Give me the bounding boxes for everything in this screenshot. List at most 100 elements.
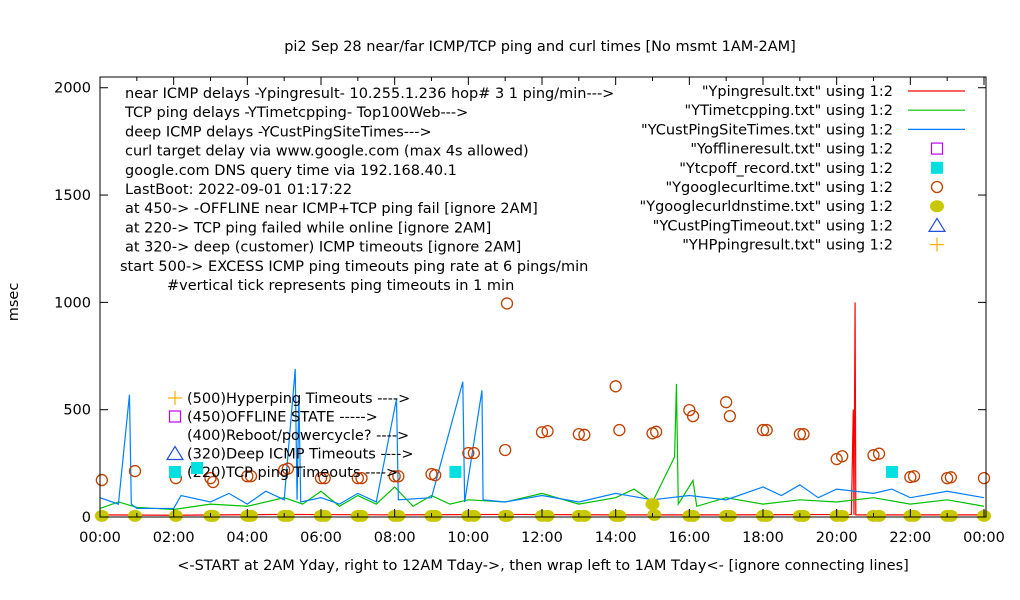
inner-label: (220)TCP ping Timeouts ----> (187, 465, 398, 481)
data-point (392, 470, 405, 483)
y-tick-label: 1500 (54, 188, 91, 204)
y-tick-label: 1000 (54, 295, 91, 311)
data-point (391, 509, 406, 522)
data-point (686, 509, 701, 522)
legend-entry: "Yofflineresult.txt" using 1:2 (690, 142, 893, 158)
data-point (647, 508, 662, 521)
x-tick-label: 00:00 (963, 530, 1005, 546)
legend-entry: "Ypingresult.txt" using 1:2 (702, 84, 893, 100)
data-point (541, 424, 554, 438)
legend-entry: "YCustPingTimeout.txt" using 1:2 (653, 218, 893, 234)
x-tick-label: 14:00 (595, 530, 637, 546)
data-point (355, 472, 368, 485)
inner-label-marker (191, 462, 203, 474)
inner-label-marker (168, 391, 182, 405)
data-point (578, 428, 591, 441)
data-point (872, 447, 886, 460)
data-point (722, 509, 737, 522)
legend-entry: "YHPpingresult.txt" using 1:2 (682, 238, 893, 254)
data-point (281, 462, 295, 475)
x-tick-label: 12:00 (521, 530, 563, 546)
data-point (907, 470, 921, 483)
x-tick-label: 22:00 (889, 530, 931, 546)
data-point (760, 423, 773, 437)
data-point (95, 473, 108, 487)
series-6 (94, 498, 991, 522)
inner-label: (320)Deep ICMP Timeouts ----> (187, 447, 414, 463)
data-point (388, 470, 401, 483)
y-tick-label: 0 (82, 510, 91, 526)
data-point (867, 449, 880, 462)
data-point (244, 470, 258, 483)
series-line (99, 368, 985, 510)
data-point (683, 403, 696, 417)
data-point (686, 409, 700, 423)
y-tick-label: 500 (63, 403, 91, 419)
x-axis-label: <-START at 2AM Yday, right to 12AM Tday-… (177, 558, 909, 574)
legend-entry: "Ytcpoff_record.txt" using 1:2 (679, 161, 893, 177)
data-point (830, 452, 843, 466)
data-point (128, 464, 142, 478)
inner-label: (450)OFFLINE STATE -----> (187, 410, 378, 426)
data-point (351, 472, 364, 485)
inner-label-marker (169, 466, 181, 478)
data-point (723, 409, 736, 423)
data-point (540, 509, 555, 522)
legend-swatch (930, 237, 944, 252)
legend-swatch (927, 217, 947, 232)
data-point (872, 509, 887, 522)
data-point (466, 509, 481, 522)
data-point (835, 509, 850, 522)
series-4 (449, 465, 898, 478)
y-axis-label: msec (6, 283, 22, 322)
x-tick-label: 00:00 (79, 530, 121, 546)
legend-entry: "YCustPingSiteTimes.txt" using 1:2 (641, 122, 893, 138)
inner-label-marker (168, 410, 182, 423)
annotation-text: google.com DNS query time via 192.168.40… (125, 163, 457, 179)
chart-title: pi2 Sep 28 near/far ICMP/TCP ping and cu… (284, 39, 796, 55)
annotation-text: LastBoot: 2022-09-01 01:17:22 (125, 182, 352, 198)
x-tick-label: 20:00 (816, 530, 858, 546)
data-point (535, 426, 549, 439)
data-point (613, 423, 626, 437)
inner-label: (500)Hyperping Timeouts ----> (187, 391, 410, 407)
data-point (206, 475, 220, 489)
data-point (449, 465, 462, 478)
data-point (650, 425, 663, 438)
data-point (241, 470, 254, 483)
data-point (885, 465, 898, 478)
annotation-text: #vertical tick represents ping timeouts … (167, 278, 514, 294)
data-point (354, 509, 369, 522)
legend-swatch (931, 161, 943, 174)
inner-label: (400)Reboot/powercycle? ----> (187, 428, 409, 444)
data-point (944, 471, 957, 484)
data-point (720, 396, 733, 409)
data-point (793, 428, 806, 441)
x-tick-label: 18:00 (742, 530, 784, 546)
data-point (314, 472, 328, 485)
data-point (500, 509, 515, 522)
data-point (500, 297, 514, 310)
data-point (127, 509, 142, 522)
annotation-text: curl target delay via www.google.com (ma… (125, 144, 529, 160)
x-tick-label: 06:00 (300, 530, 342, 546)
data-point (907, 509, 922, 522)
data-point (280, 509, 295, 522)
annotation-text: at 450-> -OFFLINE near ICMP+TCP ping fai… (125, 201, 538, 217)
annotation-text: deep ICMP delays -YCustPingSiteTimes---> (125, 124, 432, 140)
annotation-text: at 320-> deep (customer) ICMP timeouts [… (125, 240, 521, 256)
x-tick-label: 10:00 (447, 530, 489, 546)
data-point (318, 472, 331, 485)
annotation-text: near ICMP delays -Ypingresult- 10.255.1.… (125, 86, 614, 102)
legend-entry: "Ygooglecurldnstime.txt" using 1:2 (640, 199, 893, 215)
series-line (99, 302, 984, 516)
x-tick-label: 04:00 (226, 530, 268, 546)
data-point (977, 472, 991, 485)
data-point (572, 428, 585, 441)
data-point (836, 450, 849, 463)
data-point (577, 509, 592, 522)
data-point (244, 509, 259, 522)
data-point (943, 509, 958, 522)
series-5 (95, 297, 991, 489)
